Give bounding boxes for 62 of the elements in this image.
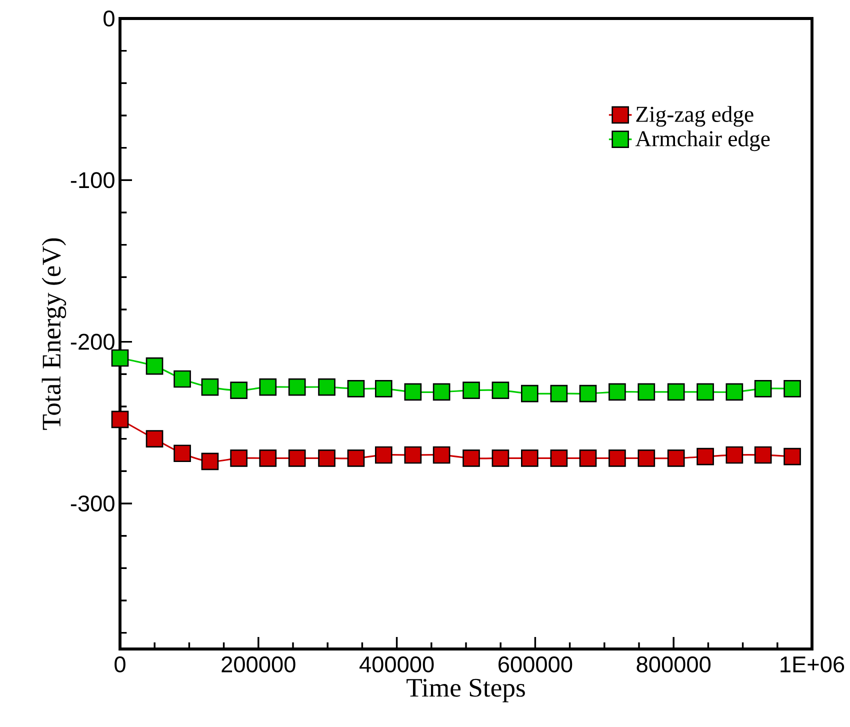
point <box>784 380 801 398</box>
x-tick-label: 400000 <box>360 656 434 672</box>
point <box>318 378 336 396</box>
point <box>492 450 510 467</box>
legend-label: Zig-zag edge <box>636 106 754 127</box>
point <box>754 380 772 398</box>
point <box>520 450 538 467</box>
x-tick-label: 600000 <box>498 656 572 672</box>
point <box>146 357 164 375</box>
point <box>432 446 450 464</box>
point <box>111 349 129 367</box>
point <box>347 450 365 467</box>
point <box>579 384 597 402</box>
point <box>230 382 248 399</box>
point <box>462 450 480 467</box>
point <box>608 450 626 467</box>
point <box>432 383 450 401</box>
x-tick-label: 0 <box>114 656 126 672</box>
point <box>726 383 744 401</box>
point <box>259 378 277 396</box>
y-tick-label: 0 <box>104 10 114 27</box>
point <box>667 450 685 467</box>
point <box>550 450 568 467</box>
y-tick-label: -100 <box>70 172 114 188</box>
point <box>492 382 510 399</box>
point <box>404 446 422 464</box>
point <box>696 383 714 401</box>
point <box>259 450 277 467</box>
point <box>550 384 568 402</box>
point <box>111 410 129 428</box>
point <box>374 446 392 464</box>
point <box>784 448 801 466</box>
point <box>288 450 306 467</box>
point <box>347 380 365 398</box>
point <box>201 378 219 396</box>
point <box>696 448 714 466</box>
point <box>174 444 191 462</box>
point <box>667 383 685 401</box>
point <box>146 430 164 448</box>
legend-label: Armchair edge <box>635 130 770 152</box>
y-tick-label: -200 <box>70 334 114 350</box>
point <box>174 370 191 388</box>
point <box>201 452 219 470</box>
point <box>374 380 392 398</box>
point <box>754 446 772 464</box>
x-tick-label: 1E+06 <box>780 656 844 672</box>
x-axis-title: Time Steps <box>406 678 525 702</box>
x-tick-label: 800000 <box>636 656 711 672</box>
point <box>726 446 744 464</box>
point <box>520 384 538 402</box>
point <box>288 378 306 396</box>
point <box>404 383 422 401</box>
point <box>318 450 336 467</box>
y-axis-title: Total Energy (eV) <box>42 238 66 430</box>
point <box>638 450 656 467</box>
point <box>608 383 626 401</box>
y-tick-label: -300 <box>70 495 114 512</box>
point <box>638 383 656 401</box>
x-tick-label: 200000 <box>222 656 296 672</box>
point <box>462 382 480 399</box>
point <box>230 450 248 467</box>
point <box>579 450 597 467</box>
